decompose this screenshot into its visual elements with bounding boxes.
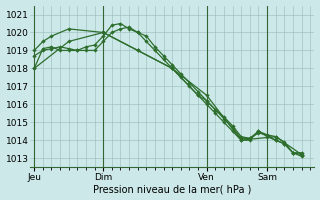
X-axis label: Pression niveau de la mer( hPa ): Pression niveau de la mer( hPa )	[93, 184, 252, 194]
